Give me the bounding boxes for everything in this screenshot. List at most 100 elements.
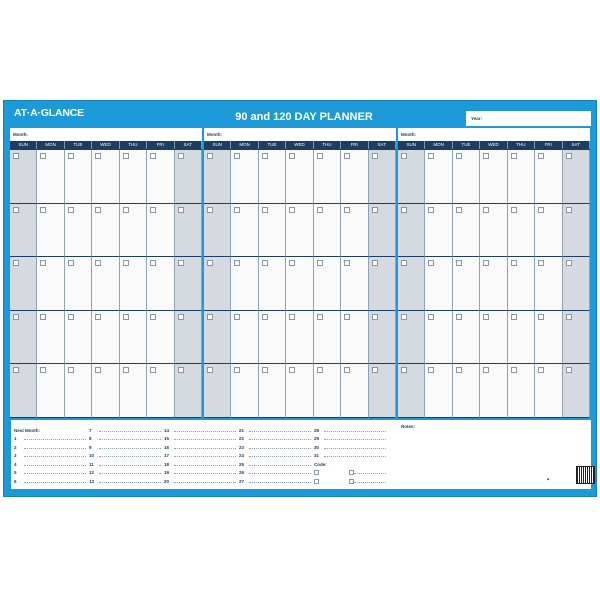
- day-cell[interactable]: [480, 150, 508, 204]
- day-cell[interactable]: [425, 364, 453, 418]
- day-cell[interactable]: [313, 150, 342, 204]
- checkbox[interactable]: [344, 153, 351, 159]
- day-cell[interactable]: [425, 150, 453, 204]
- checkbox[interactable]: [13, 206, 19, 213]
- checkbox[interactable]: [177, 367, 184, 374]
- checkbox[interactable]: [261, 206, 268, 213]
- checkbox[interactable]: [40, 260, 47, 267]
- day-cell[interactable]: [398, 203, 426, 258]
- day-cell[interactable]: [286, 310, 314, 365]
- checkbox[interactable]: [344, 206, 351, 213]
- day-cell[interactable]: [341, 310, 369, 365]
- checkbox[interactable]: [207, 367, 213, 374]
- checkbox[interactable]: [13, 260, 19, 267]
- checkbox[interactable]: [207, 206, 213, 213]
- day-cell[interactable]: [258, 257, 287, 311]
- list-line[interactable]: 30: [314, 441, 386, 450]
- checkbox[interactable]: [455, 153, 462, 159]
- checkbox[interactable]: [565, 153, 572, 159]
- day-cell[interactable]: [231, 364, 259, 418]
- day-cell[interactable]: [10, 150, 38, 204]
- checkbox[interactable]: [455, 206, 462, 213]
- list-line[interactable]: 7: [89, 424, 161, 433]
- checkbox[interactable]: [428, 313, 435, 320]
- checkbox[interactable]: [234, 206, 241, 213]
- checkbox[interactable]: [261, 313, 268, 320]
- day-cell[interactable]: [535, 310, 563, 365]
- day-cell[interactable]: [174, 310, 202, 365]
- checkbox[interactable]: [401, 153, 407, 159]
- day-cell[interactable]: [562, 364, 590, 418]
- code-checkbox[interactable]: [349, 470, 354, 475]
- day-cell[interactable]: [258, 150, 287, 204]
- day-cell[interactable]: [92, 257, 120, 311]
- day-cell[interactable]: [37, 150, 65, 204]
- day-cell[interactable]: [562, 203, 590, 258]
- day-cell[interactable]: [119, 310, 148, 365]
- checkbox[interactable]: [510, 367, 517, 374]
- day-cell[interactable]: [425, 203, 453, 258]
- day-cell[interactable]: [507, 257, 536, 311]
- list-line[interactable]: 27: [239, 475, 311, 484]
- checkbox[interactable]: [316, 260, 323, 267]
- day-cell[interactable]: [368, 150, 396, 204]
- day-cell[interactable]: [480, 257, 508, 311]
- checkbox[interactable]: [428, 367, 435, 374]
- checkbox[interactable]: [344, 313, 351, 320]
- day-cell[interactable]: [204, 310, 232, 365]
- checkbox[interactable]: [401, 260, 407, 267]
- checkbox[interactable]: [234, 313, 241, 320]
- list-line[interactable]: 6: [14, 475, 86, 484]
- day-cell[interactable]: [147, 257, 175, 311]
- checkbox[interactable]: [538, 260, 545, 267]
- day-cell[interactable]: [10, 364, 38, 418]
- checkbox[interactable]: [289, 153, 296, 159]
- list-line[interactable]: 11: [89, 458, 161, 467]
- checkbox[interactable]: [40, 153, 47, 159]
- checkbox[interactable]: [40, 367, 47, 374]
- list-line[interactable]: 23: [239, 441, 311, 450]
- day-cell[interactable]: [452, 150, 481, 204]
- day-cell[interactable]: [147, 364, 175, 418]
- day-cell[interactable]: [286, 150, 314, 204]
- day-cell[interactable]: [452, 364, 481, 418]
- checkbox[interactable]: [261, 153, 268, 159]
- checkbox[interactable]: [261, 367, 268, 374]
- day-cell[interactable]: [258, 310, 287, 365]
- checkbox[interactable]: [122, 206, 129, 213]
- day-cell[interactable]: [64, 150, 93, 204]
- list-line[interactable]: 24: [239, 450, 311, 458]
- checkbox[interactable]: [428, 206, 435, 213]
- day-cell[interactable]: [398, 364, 426, 418]
- list-line[interactable]: 19: [164, 467, 236, 475]
- checkbox[interactable]: [122, 313, 129, 320]
- list-line[interactable]: 14: [164, 424, 236, 433]
- day-cell[interactable]: [341, 150, 369, 204]
- checkbox[interactable]: [316, 206, 323, 213]
- day-cell[interactable]: [507, 364, 536, 418]
- code-checkbox[interactable]: [314, 470, 319, 475]
- list-line[interactable]: 12: [89, 467, 161, 475]
- checkbox[interactable]: [261, 260, 268, 267]
- checkbox[interactable]: [177, 153, 184, 159]
- checkbox[interactable]: [13, 153, 19, 159]
- day-cell[interactable]: [286, 203, 314, 258]
- checkbox[interactable]: [316, 153, 323, 159]
- day-cell[interactable]: [452, 203, 481, 258]
- checkbox[interactable]: [510, 153, 517, 159]
- day-cell[interactable]: [480, 364, 508, 418]
- list-line[interactable]: 4: [14, 458, 86, 467]
- day-cell[interactable]: [425, 257, 453, 311]
- day-cell[interactable]: [10, 257, 38, 311]
- day-cell[interactable]: [10, 203, 38, 258]
- day-cell[interactable]: [562, 150, 590, 204]
- code-checkbox[interactable]: [314, 478, 319, 484]
- day-cell[interactable]: [204, 150, 232, 204]
- checkbox[interactable]: [67, 313, 74, 320]
- checkbox[interactable]: [234, 260, 241, 267]
- checkbox[interactable]: [483, 206, 490, 213]
- day-cell[interactable]: [313, 203, 342, 258]
- day-cell[interactable]: [92, 310, 120, 365]
- day-cell[interactable]: [507, 150, 536, 204]
- list-line[interactable]: 29: [314, 433, 386, 441]
